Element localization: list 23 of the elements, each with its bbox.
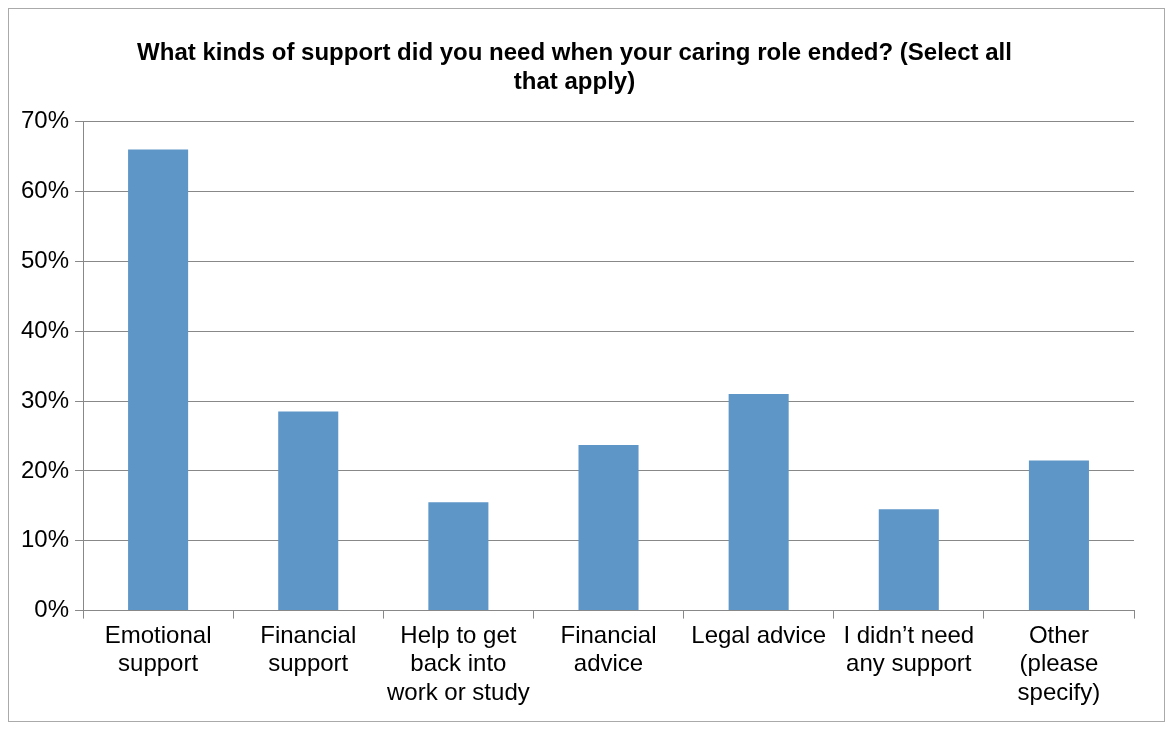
x-tick-label: I didn’t need any support [843, 620, 975, 677]
bar [1028, 460, 1089, 611]
y-tick-label: 50% [20, 245, 70, 273]
x-tick-label: Legal advice [691, 620, 827, 648]
y-tick-label: 40% [20, 315, 70, 343]
y-tick-label: 0% [34, 595, 70, 623]
y-tick-label: 10% [20, 525, 70, 553]
x-tick-label: Emotional support [104, 620, 212, 677]
y-tick-label: 70% [20, 106, 70, 134]
x-tick-label: Financial advice [560, 620, 657, 677]
x-tick-label: Help to get back into work or study [386, 620, 530, 706]
bar [128, 149, 189, 611]
y-tick-label: 30% [20, 385, 70, 413]
bar [878, 509, 939, 611]
y-tick-label: 20% [20, 455, 70, 483]
x-tick-label: Other (please specify) [1017, 620, 1101, 706]
bar [278, 411, 339, 611]
bar [428, 502, 489, 611]
x-tick-label: Financial support [260, 620, 357, 677]
chart-title: What kinds of support did you need when your caring role ended? (Select all that apply) [137, 38, 1012, 94]
bar [578, 445, 639, 611]
y-tick-label: 60% [20, 176, 70, 204]
bar [728, 394, 789, 611]
